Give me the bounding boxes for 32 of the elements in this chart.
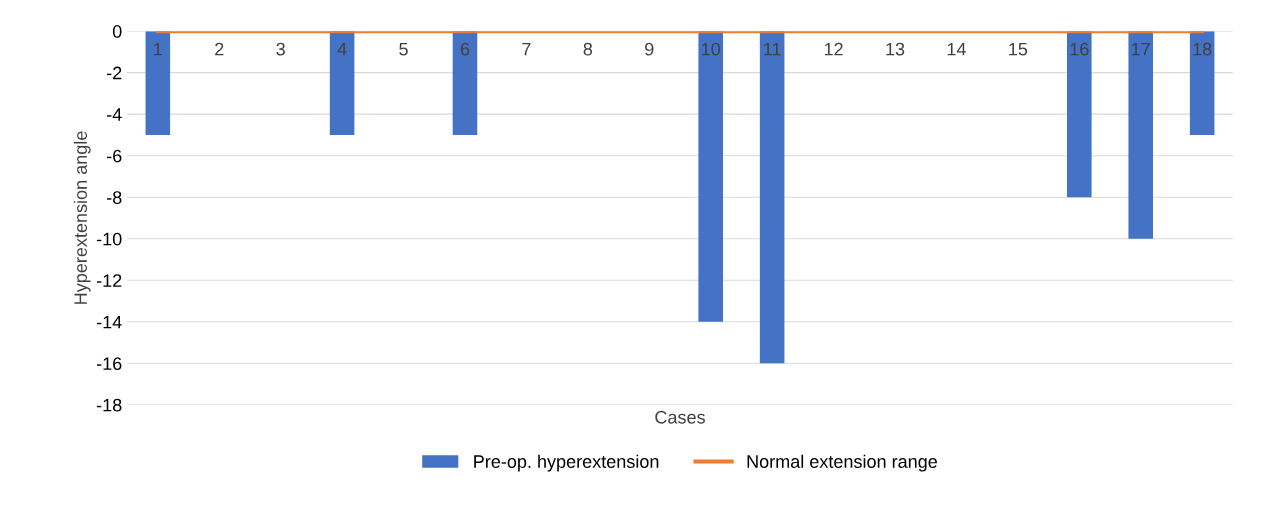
x-tick-label: 2 [215, 42, 224, 56]
x-tick-label: 16 [1070, 42, 1089, 56]
x-tick-label: 17 [1132, 42, 1150, 56]
y-tick-label: -12 [96, 274, 122, 287]
x-tick-label: 5 [399, 42, 408, 56]
x-tick-label: 1 [154, 42, 162, 56]
legend-label: Normal extension range [747, 454, 937, 472]
y-tick-label: -8 [106, 191, 122, 204]
y-axis-title: Hyperextension angle [73, 131, 91, 304]
x-tick-label: 10 [702, 42, 721, 56]
x-tick-label: 9 [645, 42, 654, 56]
x-tick-label: 12 [824, 42, 843, 56]
x-tick-label: 18 [1193, 42, 1212, 56]
y-tick-label: -4 [106, 108, 122, 121]
x-tick-label: 3 [276, 42, 285, 56]
legend-label: Pre-op. hyperextension [474, 454, 659, 472]
x-tick-label: 8 [583, 42, 593, 56]
y-tick-label: -16 [96, 357, 122, 371]
y-tick-label: -2 [106, 66, 122, 80]
y-tick-label: -10 [96, 232, 122, 246]
x-axis-title: Cases [655, 410, 705, 424]
x-tick-label: 4 [337, 42, 347, 56]
y-tick-label: -14 [96, 315, 122, 329]
y-tick-label: -18 [96, 398, 122, 412]
x-tick-label: 13 [886, 42, 905, 56]
y-tick-label: -6 [106, 149, 122, 163]
x-tick-label: 7 [522, 42, 531, 56]
y-tick-label: 0 [112, 25, 122, 38]
x-tick-label: 14 [947, 42, 966, 56]
x-tick-label: 6 [460, 42, 470, 56]
x-tick-label: 11 [764, 42, 781, 56]
x-tick-label: 15 [1009, 42, 1028, 56]
